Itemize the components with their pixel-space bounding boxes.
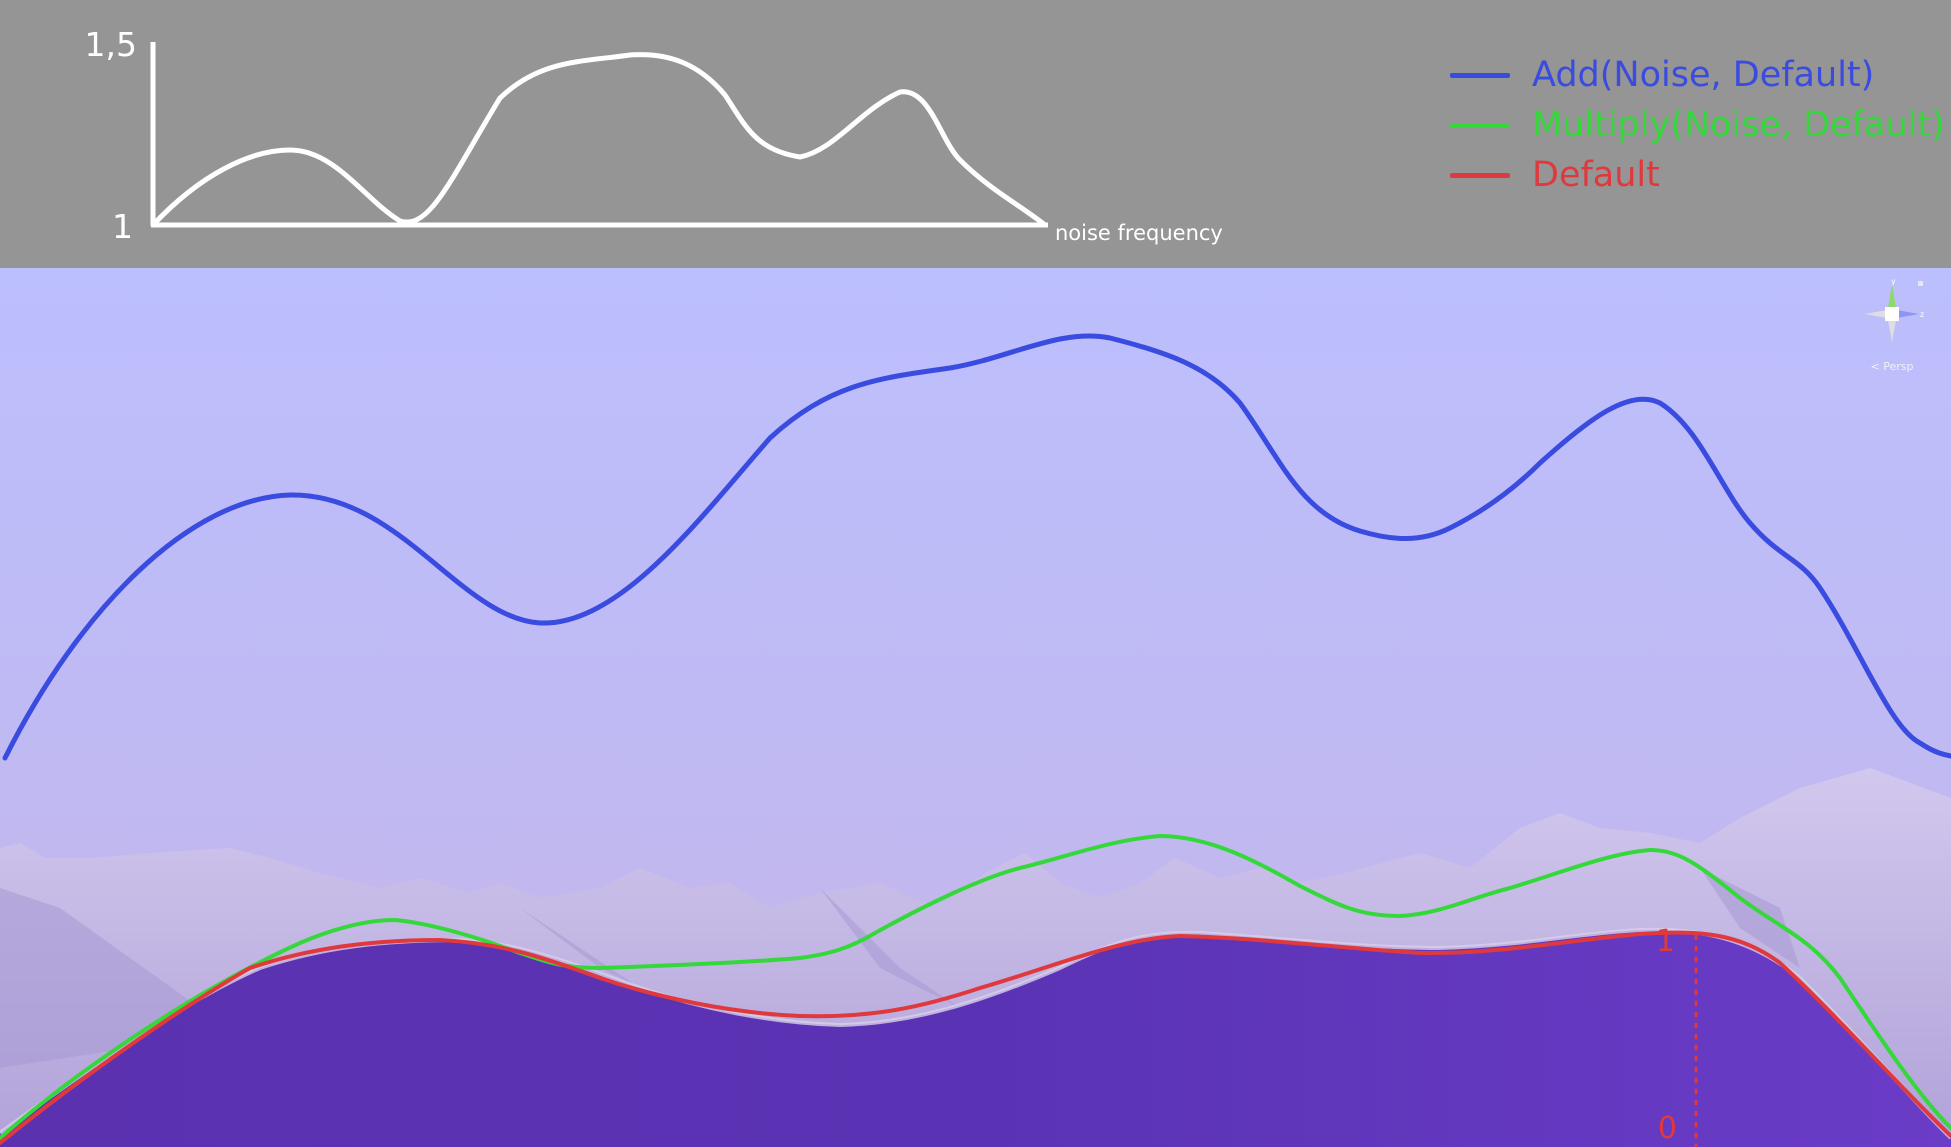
scene-view[interactable]: 1 0 y z < Persp	[0, 268, 1951, 1147]
curve-default	[0, 930, 1951, 1145]
legend-item-default: Default	[1450, 150, 1945, 200]
legend-label-default: Default	[1532, 155, 1660, 195]
curve-multiply	[0, 833, 1951, 1140]
axis-gizmo-icon: y z	[1865, 278, 1924, 342]
inset-panel: 1,5 1 noise frequency Add(Noise, Default…	[0, 0, 1951, 268]
view-gizmo[interactable]: y z < Persp	[1857, 278, 1927, 373]
legend-label-multiply: Multiply(Noise, Default)	[1532, 105, 1945, 145]
graph-y-min-label: 1	[112, 207, 133, 246]
noise-curve	[150, 52, 1048, 228]
curve-add	[2, 333, 1951, 761]
height-marker-bottom-label: 0	[1658, 1111, 1677, 1146]
scene-canvas: 1 0	[0, 268, 1951, 1147]
graph-x-axis-label: noise frequency	[1055, 221, 1223, 245]
legend-item-add: Add(Noise, Default)	[1450, 50, 1945, 100]
noise-frequency-graph: 1,5 1 noise frequency	[85, 25, 1223, 246]
height-marker-top-label: 1	[1656, 924, 1675, 959]
terrain-surface	[0, 929, 1951, 1147]
legend-swatch-multiply	[1450, 122, 1510, 128]
projection-toggle[interactable]: < Persp	[1870, 360, 1914, 373]
gizmo-lock-icon[interactable]	[1918, 281, 1923, 286]
legend-swatch-add	[1450, 72, 1510, 78]
legend: Add(Noise, Default) Multiply(Noise, Defa…	[1450, 50, 1945, 200]
mountain-shadows	[0, 868, 1800, 1068]
gizmo-axis-y-label: y	[1891, 278, 1896, 286]
gizmo-axis-z-label: z	[1920, 310, 1924, 319]
graph-y-max-label: 1,5	[85, 25, 137, 64]
legend-label-add: Add(Noise, Default)	[1532, 55, 1875, 95]
legend-swatch-default	[1450, 172, 1510, 178]
legend-item-multiply: Multiply(Noise, Default)	[1450, 100, 1945, 150]
